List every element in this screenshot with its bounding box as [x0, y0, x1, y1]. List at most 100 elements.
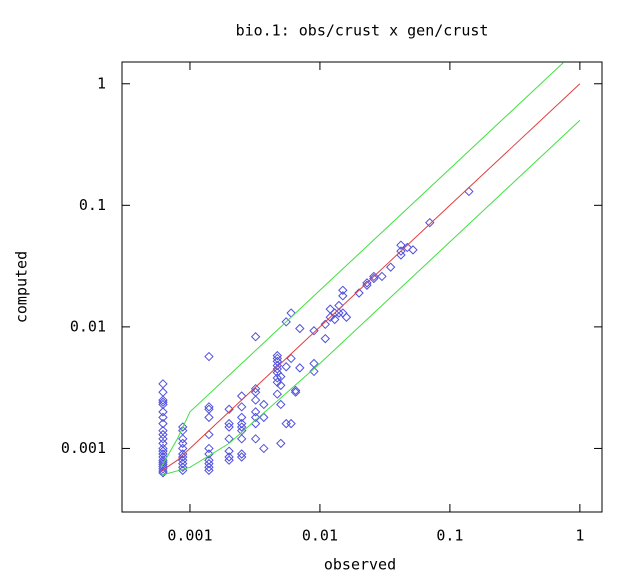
line: [160, 83, 581, 472]
x-tick-label: 1: [575, 527, 584, 545]
y-tick-label: 0.01: [70, 317, 106, 335]
point: [158, 395, 168, 405]
x-tick-label: 0.1: [436, 527, 463, 545]
point: [290, 385, 301, 396]
point: [178, 462, 188, 472]
point: [272, 350, 283, 361]
point: [236, 452, 247, 462]
point: [224, 418, 234, 429]
line: [160, 119, 581, 476]
point: [224, 455, 234, 465]
point: [309, 366, 319, 377]
point: [362, 278, 372, 288]
y-tick-label: 0.1: [79, 196, 106, 214]
point: [158, 397, 168, 407]
point: [158, 434, 168, 444]
y-axis-label: computed: [13, 251, 31, 323]
point: [259, 443, 269, 454]
y-tick-label: 0.001: [61, 439, 106, 457]
point: [204, 458, 214, 469]
point: [276, 399, 286, 410]
point: [272, 373, 283, 383]
point: [204, 462, 214, 472]
point: [408, 245, 418, 255]
point: [158, 464, 168, 474]
point: [259, 399, 269, 410]
point: [158, 418, 168, 429]
point: [281, 317, 291, 327]
point: [295, 363, 305, 373]
point: [204, 449, 214, 459]
point: [236, 422, 247, 432]
point: [204, 465, 214, 476]
point: [250, 395, 261, 405]
point: [369, 271, 379, 282]
point: [204, 412, 214, 423]
point: [178, 452, 188, 462]
point: [236, 449, 247, 459]
point: [204, 402, 214, 412]
point: [295, 323, 305, 334]
point: [276, 371, 286, 382]
point: [362, 280, 372, 290]
point: [320, 319, 331, 330]
point: [325, 312, 335, 322]
point: [178, 458, 188, 469]
point: [158, 446, 168, 456]
point: [320, 333, 331, 344]
point: [158, 429, 168, 440]
point: [178, 434, 188, 444]
point: [385, 262, 396, 272]
point: [158, 457, 168, 467]
chart-title: bio.1: obs/crust x gen/crust: [236, 22, 489, 40]
point: [250, 384, 261, 394]
point: [250, 434, 261, 444]
point: [158, 412, 168, 423]
point: [396, 246, 406, 256]
point: [354, 288, 364, 298]
plot-frame: [121, 61, 603, 513]
point: [272, 353, 283, 364]
line: [160, 62, 564, 468]
point: [250, 407, 261, 417]
point: [341, 312, 352, 322]
point: [290, 387, 301, 397]
point: [204, 351, 214, 362]
point: [272, 389, 283, 399]
point: [369, 273, 379, 284]
point: [224, 404, 234, 414]
point: [330, 314, 340, 325]
point: [276, 380, 286, 391]
point: [402, 242, 412, 253]
point: [236, 434, 247, 444]
point: [158, 468, 168, 478]
point: [281, 362, 291, 372]
point: [286, 353, 296, 364]
point: [259, 412, 269, 423]
x-tick-label: 0.01: [302, 527, 338, 545]
point: [204, 455, 214, 465]
point: [250, 332, 261, 342]
point: [236, 402, 247, 412]
point: [204, 443, 214, 454]
point: [338, 291, 348, 301]
point: [178, 438, 188, 449]
point: [338, 285, 348, 295]
point: [250, 412, 261, 423]
point: [236, 412, 247, 423]
y-tick-label: 1: [97, 74, 106, 92]
point: [224, 452, 234, 462]
point: [158, 407, 168, 417]
point: [330, 308, 340, 318]
x-axis-label: observed: [324, 556, 396, 574]
point: [377, 271, 387, 282]
x-tick-label: 0.001: [167, 527, 212, 545]
point: [178, 455, 188, 465]
point: [236, 418, 247, 429]
point: [272, 364, 283, 374]
point: [178, 422, 188, 432]
point: [396, 240, 406, 250]
